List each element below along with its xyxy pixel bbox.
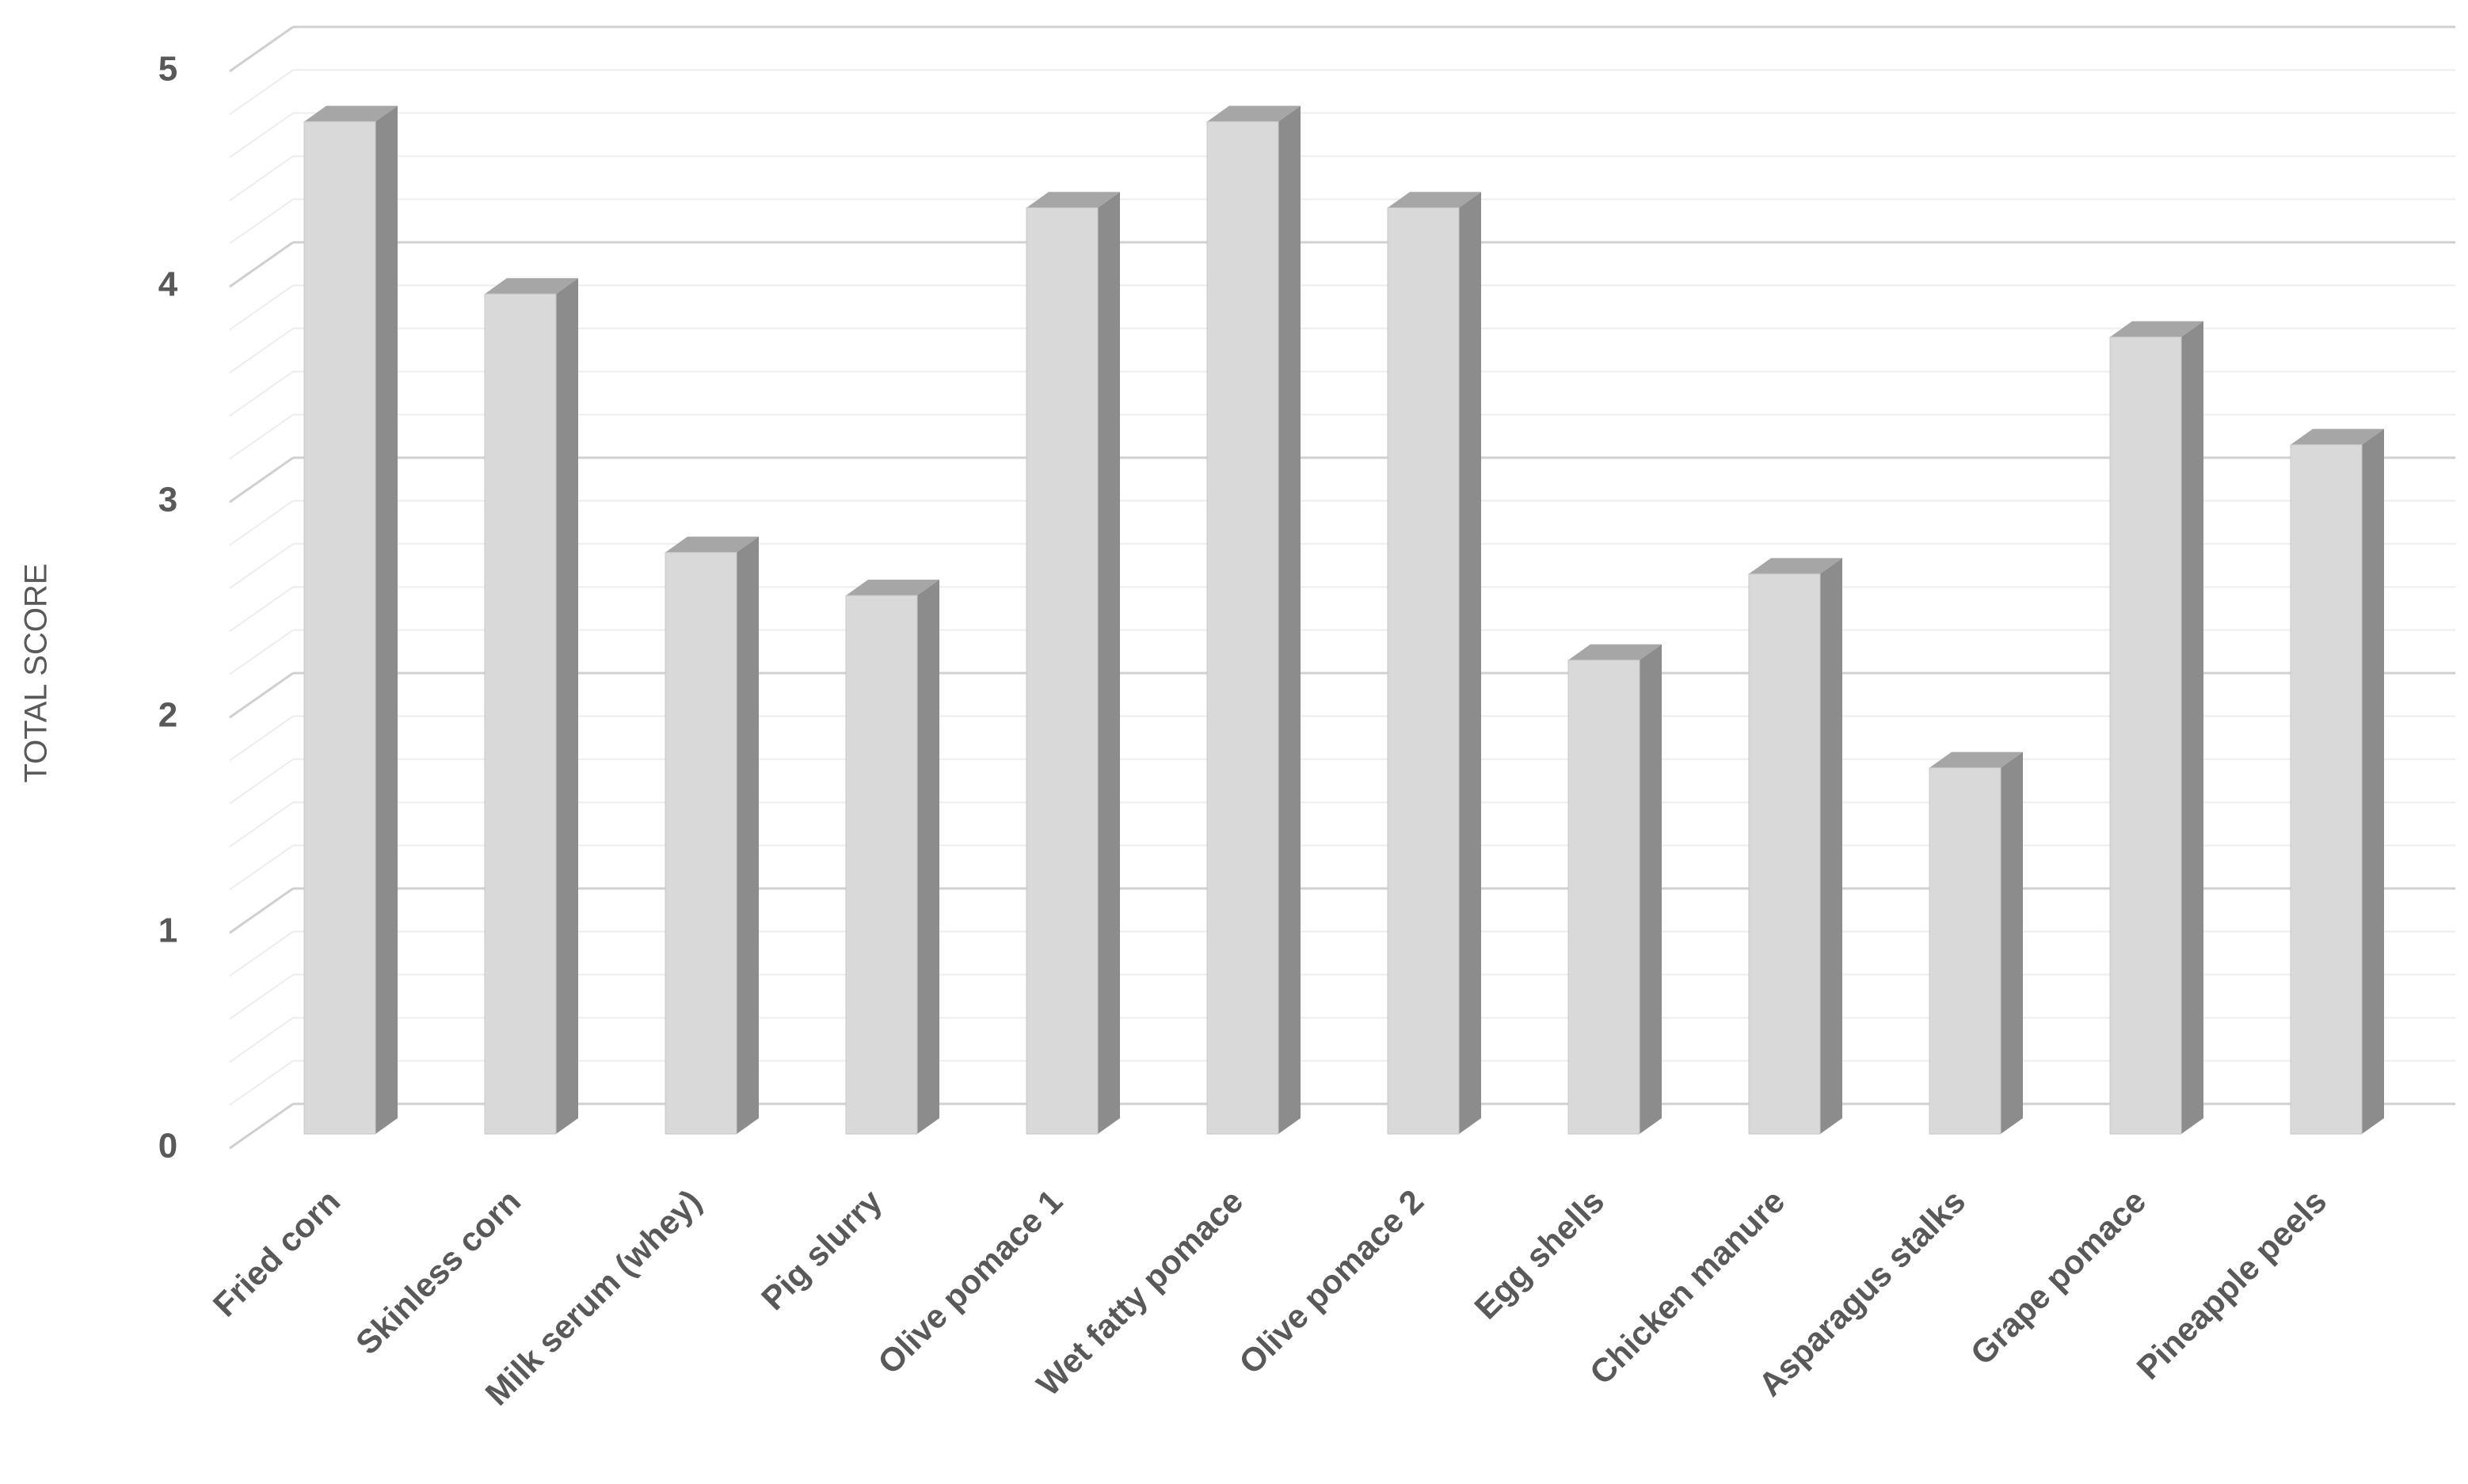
grid-line bbox=[229, 887, 294, 934]
grid-line bbox=[229, 69, 294, 116]
y-tick-label: 4 bbox=[158, 265, 178, 304]
y-axis-title: TOTAL SCORE bbox=[19, 563, 54, 782]
x-tick-label: Olive pomace 2 bbox=[1232, 1182, 1430, 1381]
grid-line bbox=[229, 844, 294, 891]
y-tick-label: 0 bbox=[158, 1127, 177, 1166]
bar-side bbox=[917, 580, 939, 1134]
x-tick-label: Fried corn bbox=[206, 1182, 347, 1323]
grid-line bbox=[229, 629, 294, 675]
bar bbox=[1026, 207, 1099, 1135]
bar bbox=[845, 595, 918, 1135]
x-tick-label: Olive pomace 1 bbox=[870, 1182, 1069, 1381]
bar bbox=[665, 552, 737, 1135]
bar bbox=[1929, 767, 2001, 1135]
bar-side bbox=[556, 278, 578, 1135]
grid-line bbox=[229, 371, 294, 417]
grid-line bbox=[229, 456, 294, 504]
bar-top bbox=[1568, 644, 1662, 660]
bar-side bbox=[737, 536, 759, 1134]
bar-side bbox=[1098, 192, 1120, 1134]
grid-line bbox=[229, 930, 294, 977]
bar-side bbox=[375, 105, 398, 1135]
bar-top bbox=[846, 580, 939, 596]
bar-top bbox=[304, 105, 398, 122]
grid-line bbox=[229, 198, 294, 245]
x-tick-label: Pineapple peels bbox=[2129, 1182, 2333, 1387]
grid-line bbox=[229, 1017, 294, 1064]
grid-line bbox=[229, 1060, 294, 1106]
x-tick-label: Chicken manure bbox=[1582, 1182, 1792, 1391]
bar bbox=[484, 293, 557, 1135]
grid-line bbox=[229, 672, 294, 719]
bar-side bbox=[2001, 752, 2023, 1134]
bar-top bbox=[1929, 752, 2023, 768]
x-tick-label: Skinless corn bbox=[348, 1182, 527, 1361]
grid-line bbox=[229, 715, 294, 762]
x-tick-label: Egg shells bbox=[1467, 1182, 1611, 1326]
bar-side bbox=[2181, 321, 2203, 1135]
bar-side bbox=[2362, 428, 2384, 1134]
grid-line bbox=[229, 586, 294, 633]
y-tick-label: 2 bbox=[158, 696, 177, 735]
grid-line bbox=[229, 542, 294, 589]
grid-line bbox=[229, 25, 294, 73]
bar bbox=[1206, 121, 1279, 1135]
bar-top bbox=[2110, 321, 2203, 337]
grid-line bbox=[229, 801, 294, 848]
bar bbox=[1567, 660, 1640, 1135]
grid-line bbox=[229, 155, 294, 202]
grid-line bbox=[229, 758, 294, 805]
bar-side bbox=[1459, 192, 1481, 1134]
bar bbox=[2109, 337, 2182, 1135]
bar-top bbox=[1026, 192, 1120, 208]
x-tick-label: Pig slurry bbox=[754, 1182, 889, 1318]
bar bbox=[303, 121, 376, 1135]
grid-line bbox=[229, 327, 294, 374]
bar-top bbox=[1388, 192, 1481, 208]
bar bbox=[1387, 207, 1460, 1135]
bar bbox=[2290, 444, 2363, 1135]
y-tick-label: 1 bbox=[158, 911, 177, 950]
bar-side bbox=[1820, 557, 1842, 1134]
bar-top bbox=[485, 278, 578, 295]
bar-side bbox=[1278, 105, 1301, 1135]
bar-side bbox=[1640, 644, 1662, 1134]
grid-line bbox=[229, 973, 294, 1020]
y-tick-label: 3 bbox=[158, 481, 177, 519]
y-tick-label: 5 bbox=[158, 50, 177, 89]
grid-line bbox=[229, 284, 294, 331]
grid-line bbox=[229, 500, 294, 546]
bar-top bbox=[1207, 105, 1301, 122]
x-tick-label: Grape pomace bbox=[1963, 1182, 2154, 1372]
bar-top bbox=[2291, 428, 2384, 445]
bar bbox=[1748, 573, 1821, 1135]
grid-line bbox=[229, 413, 294, 460]
grid-line bbox=[229, 1102, 294, 1150]
bar-top bbox=[1749, 557, 1842, 574]
grid-line bbox=[229, 241, 294, 288]
grid-line bbox=[229, 112, 294, 158]
bar-top bbox=[665, 536, 759, 553]
